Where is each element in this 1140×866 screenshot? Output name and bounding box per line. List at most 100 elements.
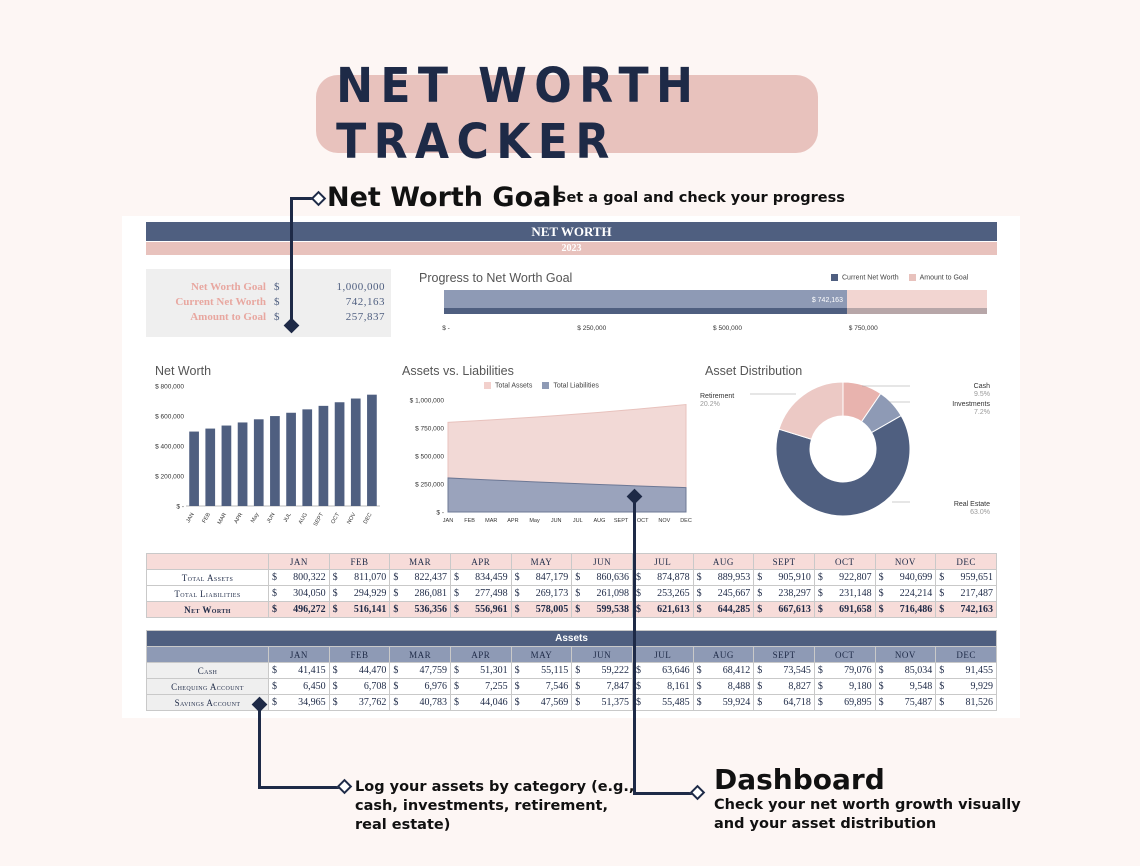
assets-header-row: JAN FEB MAR APR MAY JUN JUL AUG SEPT OCT NOV DEC <box>146 646 997 663</box>
sheet-header: NET WORTH <box>146 222 997 241</box>
value-cell[interactable]: $8,488 <box>692 678 755 695</box>
value-cell[interactable]: $37,762 <box>328 694 391 711</box>
value-cell[interactable]: $79,076 <box>813 662 876 679</box>
value-cell[interactable]: $47,569 <box>510 694 573 711</box>
currency-symbol: $ <box>514 604 520 615</box>
value-cell[interactable]: $40,783 <box>389 694 451 711</box>
log-assets-callout: Log your assets by category (e.g., cash,… <box>355 778 634 835</box>
goal-connector-v <box>290 197 293 325</box>
value-cell[interactable]: $6,708 <box>328 678 391 695</box>
goal-value[interactable]: 1,000,000 <box>336 281 385 293</box>
cell-value: 69,895 <box>844 697 872 708</box>
asset-distribution-title: Asset Distribution <box>705 364 803 378</box>
table-row: Cash $41,415 $44,470 $47,759 $51,301 $55,115 $… <box>146 662 997 679</box>
row-label: Total Liabilities <box>146 585 269 602</box>
month-header: MAY <box>510 646 573 663</box>
value-cell[interactable]: $9,548 <box>874 678 937 695</box>
currency-symbol: $ <box>575 681 581 692</box>
value-cell[interactable]: $59,924 <box>692 694 755 711</box>
cell-value: 40,783 <box>419 697 447 708</box>
cell-value: 68,412 <box>722 665 751 676</box>
progress-chart-title: Progress to Net Worth Goal <box>419 271 573 285</box>
value-cell[interactable]: $44,046 <box>449 694 512 711</box>
value-cell[interactable]: $55,485 <box>631 694 694 711</box>
cell-value: 811,070 <box>354 572 387 583</box>
cell-value: 922,807 <box>839 572 872 583</box>
networth-x-tick: JUL <box>283 512 293 523</box>
currency-symbol: $ <box>817 697 823 708</box>
value-cell[interactable]: $6,976 <box>389 678 451 695</box>
value-cell[interactable]: $47,759 <box>389 662 451 679</box>
value-cell[interactable]: $9,929 <box>935 678 997 695</box>
cell-value: 217,487 <box>960 588 994 599</box>
currency-symbol: $ <box>817 665 823 676</box>
cell-value: 277,498 <box>475 588 508 599</box>
month-header: NOV <box>874 646 937 663</box>
value-cell[interactable]: $73,545 <box>753 662 815 679</box>
currency-symbol: $ <box>575 588 581 599</box>
cell-value: 238,297 <box>778 588 811 599</box>
goal-callout-subtitle: Set a goal and check your progress <box>556 190 845 206</box>
value-cell[interactable]: $7,255 <box>449 678 512 695</box>
value-cell[interactable]: $8,827 <box>753 678 815 695</box>
legend-assets-label: Total Assets <box>495 382 533 390</box>
month-header: JUL <box>631 646 694 663</box>
donut-label: Investments <box>952 401 990 408</box>
value-cell[interactable]: $6,450 <box>268 678 330 695</box>
cell-value: 496,272 <box>293 604 326 615</box>
value-cell[interactable]: $68,412 <box>692 662 755 679</box>
cell-value: 874,878 <box>657 572 690 583</box>
value-cell[interactable]: $91,455 <box>935 662 997 679</box>
progress-x-tick: $ - <box>442 325 450 332</box>
currency-symbol: $ <box>514 681 520 692</box>
value-cell[interactable]: $41,415 <box>268 662 330 679</box>
area-y-tick: $ 750,000 <box>415 426 444 433</box>
assets-liabilities-title: Assets vs. Liabilities <box>402 364 514 378</box>
networth-bar <box>350 398 361 506</box>
area-x-tick: AUG <box>593 518 605 524</box>
value-cell[interactable]: $75,487 <box>874 694 937 711</box>
value-cell[interactable]: $63,646 <box>631 662 694 679</box>
currency-symbol: $ <box>332 665 338 676</box>
currency-symbol: $ <box>393 665 399 676</box>
legend-liabilities-label: Total Liabilities <box>553 382 599 390</box>
value-cell[interactable]: $8,161 <box>631 678 694 695</box>
progress-legend: Current Net Worth Amount to Goal <box>831 274 968 281</box>
value-cell[interactable]: $44,470 <box>328 662 391 679</box>
currency-symbol: $ <box>878 572 884 583</box>
progress-bar-current-shadow <box>444 308 847 314</box>
networth-y-tick: $ - <box>176 504 184 511</box>
value-cell[interactable]: $81,526 <box>935 694 997 711</box>
value-cell[interactable]: $85,034 <box>874 662 937 679</box>
value-cell: $556,961 <box>449 601 512 618</box>
value-cell[interactable]: $7,546 <box>510 678 573 695</box>
cell-value: 847,179 <box>535 572 569 583</box>
networth-y-tick: $ 200,000 <box>155 474 184 481</box>
value-cell[interactable]: $55,115 <box>510 662 573 679</box>
value-cell[interactable]: $59,222 <box>571 662 633 679</box>
currency-symbol: $ <box>453 665 459 676</box>
remaining-value: 257,837 <box>345 311 385 323</box>
currency-symbol: $ <box>635 665 641 676</box>
month-header: JAN <box>268 553 330 570</box>
cell-value: 667,613 <box>778 604 811 615</box>
currency-symbol: $ <box>575 604 581 615</box>
area-legend: Total Assets Total Liabilities <box>484 382 599 389</box>
networth-x-tick: JAN <box>185 512 195 524</box>
value-cell[interactable]: $34,965 <box>268 694 330 711</box>
value-cell: $716,486 <box>874 601 937 618</box>
cell-value: 6,450 <box>303 681 326 692</box>
value-cell[interactable]: $64,718 <box>753 694 815 711</box>
month-header: DEC <box>935 553 997 570</box>
table-row: Total Liabilities $304,050 $294,929 $286,08… <box>146 585 997 602</box>
networth-bar <box>318 405 329 506</box>
area-x-tick: SEPT <box>614 518 629 524</box>
value-cell[interactable]: $51,375 <box>571 694 633 711</box>
value-cell[interactable]: $51,301 <box>449 662 512 679</box>
networth-bar <box>253 419 264 506</box>
networth-chart: $ - $ 200,000 $ 400,000 $ 600,000 $ 800,000 J… <box>155 384 380 527</box>
value-cell[interactable]: $9,180 <box>813 678 876 695</box>
value-cell[interactable]: $7,847 <box>571 678 633 695</box>
value-cell[interactable]: $69,895 <box>813 694 876 711</box>
value-cell: $847,179 <box>510 569 573 586</box>
